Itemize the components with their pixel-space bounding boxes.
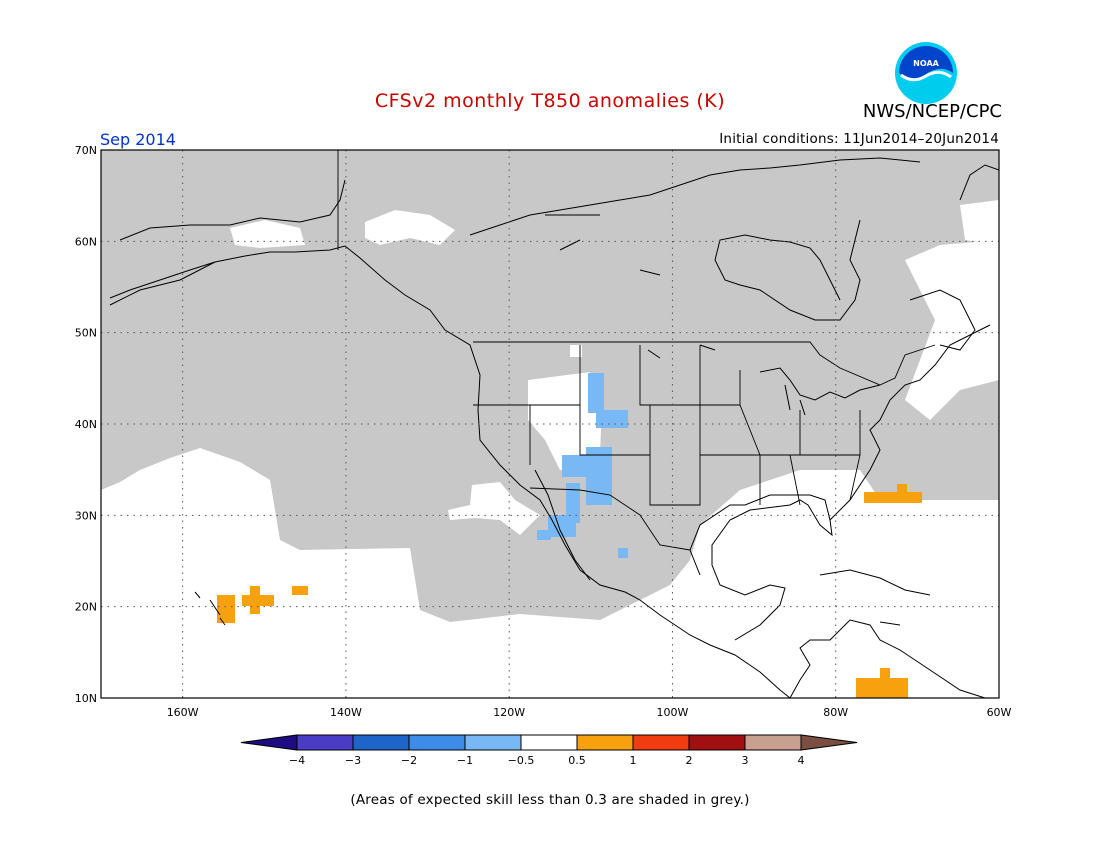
jamaica	[879, 621, 901, 626]
colorbar-tick-label: 0.5	[568, 754, 586, 767]
latitude-tick-label: 10N	[75, 692, 97, 705]
logo-upper-half	[899, 46, 953, 79]
great-lakes	[759, 367, 881, 416]
colorbar-labels: −4 −3 −2 −1 −0.5 0.5 1 2 3 4	[289, 754, 805, 767]
gulf-of-mexico	[689, 494, 833, 641]
cuba-hispaniola	[819, 569, 931, 596]
colorbar-tick-label: 2	[686, 754, 693, 767]
longitude-tick-label: 120W	[493, 706, 525, 719]
logo-wave	[900, 70, 952, 82]
latitude-labels: 70N 60N 50N 40N 30N 20N 10N	[75, 144, 97, 705]
central-america-caribbean	[789, 619, 986, 698]
colorbar-box	[464, 734, 522, 751]
latitude-tick-label: 40N	[75, 418, 97, 431]
colorbar-box	[744, 734, 802, 751]
map-frame	[100, 149, 1000, 699]
logo-text: NOAA	[913, 59, 939, 68]
latitude-tick-label: 60N	[75, 235, 97, 248]
longitude-labels: 160W 140W 120W 100W 80W 60W	[167, 706, 1012, 719]
alaska-north-coast	[119, 179, 346, 241]
initial-conditions: Initial conditions: 11Jun2014–20Jun2014	[719, 131, 999, 147]
agency-label: NWS/NCEP/CPC	[862, 101, 1002, 122]
colorbar-low-arrow	[240, 734, 298, 751]
cool-anomaly-cells	[537, 373, 628, 558]
longitude-tick-label: 80W	[823, 706, 848, 719]
graticule	[101, 150, 999, 698]
colorbar-tick-label: −0.5	[508, 754, 535, 767]
pacific-coastline	[109, 245, 791, 698]
hawaii-islands	[194, 591, 226, 626]
atlantic-canada-white	[905, 240, 999, 420]
baja-offshore-white	[448, 482, 540, 535]
alaska-white	[230, 220, 305, 248]
colorbar-tick-label: −2	[401, 754, 417, 767]
colorbar-boxes	[240, 734, 858, 751]
latitude-tick-label: 30N	[75, 509, 97, 522]
colorbar-high-arrow	[800, 734, 858, 751]
colorbar: −4 −3 −2 −1 −0.5 0.5 1 2 3 4	[240, 734, 858, 767]
latitude-tick-label: 50N	[75, 327, 97, 340]
great-basin-white	[528, 372, 602, 470]
longitude-tick-label: 60W	[987, 706, 1012, 719]
us-state-borders	[473, 345, 861, 506]
chart-title: CFSv2 monthly T850 anomalies (K)	[374, 90, 726, 112]
greenland-edge-white	[960, 200, 999, 245]
colorbar-box	[408, 734, 466, 751]
latitude-tick-label: 20N	[75, 601, 97, 614]
gulf-coast-white	[770, 490, 850, 522]
colorbar-box	[296, 734, 354, 751]
skill-footnote: (Areas of expected skill less than 0.3 a…	[350, 792, 750, 808]
colorbar-box	[520, 734, 578, 751]
arctic-coastline	[469, 157, 921, 236]
baja-california	[534, 469, 591, 581]
colorbar-box	[688, 734, 746, 751]
coastlines	[109, 157, 999, 698]
greenland-coast	[959, 164, 999, 201]
montana-white-cell	[570, 345, 582, 357]
colorbar-tick-label: 3	[742, 754, 749, 767]
warm-anomaly-cells	[217, 484, 922, 698]
aleutian-arc	[109, 261, 216, 299]
longitude-tick-label: 140W	[330, 706, 362, 719]
political-borders	[337, 150, 936, 551]
anomaly-map: 70N 60N 50N 40N 30N 20N 10N 160W 140W 120W 100W 80…	[75, 144, 1012, 719]
colorbar-tick-label: 1	[630, 754, 637, 767]
bc-white	[365, 210, 455, 245]
inland-lakes	[545, 214, 716, 359]
us-mexico-border	[529, 487, 691, 551]
atlantic-coastline	[829, 324, 991, 521]
valid-month: Sep 2014	[100, 130, 176, 149]
near-normal-regions	[101, 200, 999, 698]
longitude-tick-label: 100W	[657, 706, 689, 719]
colorbar-box	[352, 734, 410, 751]
latitude-tick-label: 70N	[75, 144, 97, 157]
colorbar-box	[632, 734, 690, 751]
colorbar-tick-label: −1	[457, 754, 473, 767]
noaa-logo: NOAA	[895, 42, 957, 104]
colorbar-tick-label: 4	[798, 754, 805, 767]
colorbar-tick-label: −3	[345, 754, 361, 767]
longitude-tick-label: 160W	[167, 706, 199, 719]
labrador-coast	[909, 289, 976, 351]
colorbar-box	[576, 734, 634, 751]
us-canada-border	[473, 341, 936, 386]
hudson-bay	[714, 219, 861, 321]
colorbar-tick-label: −4	[289, 754, 305, 767]
